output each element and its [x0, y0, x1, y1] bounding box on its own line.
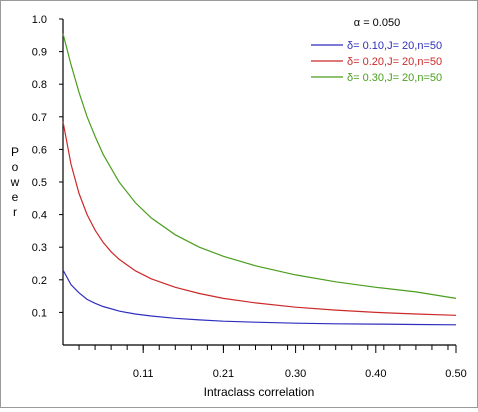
y-axis-label-letter: o — [12, 160, 19, 174]
y-tick-label: 0.5 — [32, 177, 47, 189]
series-line-3 — [62, 33, 457, 299]
legend: δ= 0.10,J= 20,n=50 δ= 0.20,J= 20,n=50 δ= 0… — [311, 40, 442, 84]
y-axis-label-letter: r — [13, 205, 17, 219]
x-ticks: 0.11 0.21 0.30 0.40 0.50 — [78, 345, 467, 380]
series-lines — [62, 33, 457, 326]
alpha-annotation: α = 0.050 — [354, 17, 400, 29]
y-axis-label-letter: w — [10, 175, 20, 189]
x-tick-label: 0.21 — [213, 368, 234, 380]
y-tick-label: 0.6 — [32, 144, 47, 156]
legend-label: δ= 0.20,J= 20,n=50 — [347, 56, 442, 68]
x-tick-label: 0.11 — [133, 368, 154, 380]
x-tick-label: 0.40 — [365, 368, 386, 380]
y-tick-label: 0.2 — [32, 275, 47, 287]
series-line-2 — [62, 121, 457, 316]
x-tick-label: 0.50 — [445, 368, 466, 380]
y-axis-label-letter: P — [11, 145, 19, 159]
y-tick-label: 0.3 — [32, 242, 47, 254]
x-axis-label: Intraclass correlation — [204, 385, 315, 399]
y-tick-label: 1.0 — [32, 14, 47, 26]
x-tick-label: 0.30 — [285, 368, 306, 380]
y-tick-label: 0.1 — [32, 307, 47, 319]
y-axis-label-letter: e — [12, 190, 19, 204]
series-line-1 — [62, 269, 457, 326]
y-tick-label: 0.9 — [32, 47, 47, 59]
y-tick-label: 0.4 — [32, 210, 47, 222]
y-tick-label: 0.7 — [32, 112, 47, 124]
y-ticks: 0.1 0.2 0.3 0.4 0.5 0.6 0.7 0.8 0.9 1.0 — [32, 14, 63, 319]
legend-label: δ= 0.30,J= 20,n=50 — [347, 72, 442, 84]
legend-label: δ= 0.10,J= 20,n=50 — [347, 40, 442, 52]
y-tick-label: 0.8 — [32, 79, 47, 91]
